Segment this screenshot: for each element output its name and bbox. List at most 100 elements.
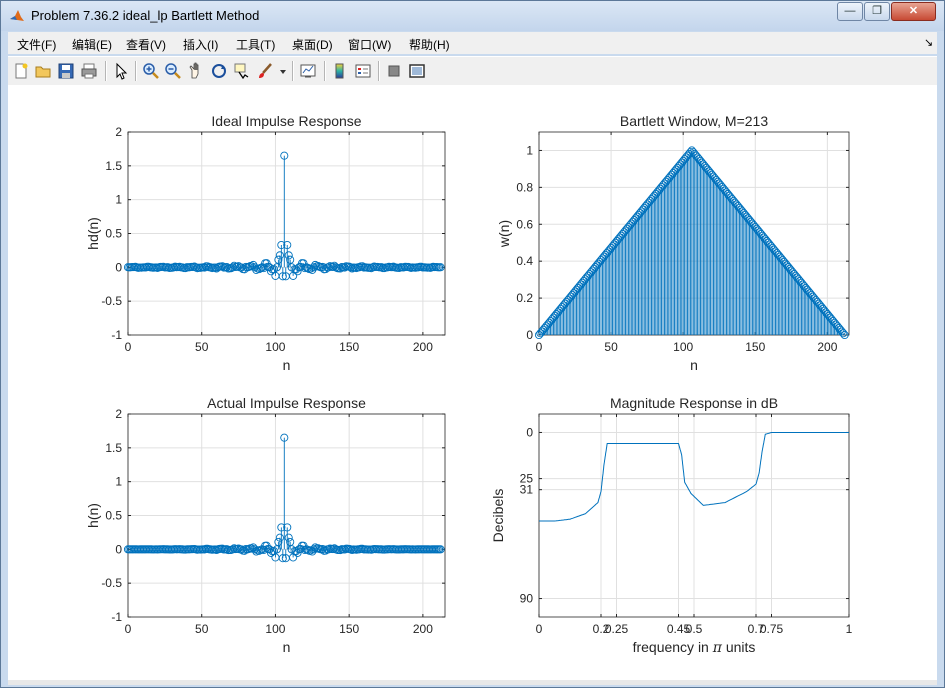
chart-title: Magnitude Response in dB [610,395,778,411]
brush-icon[interactable] [257,62,275,80]
stem-marker [328,262,337,271]
axes-box [538,131,850,336]
legend-icon[interactable] [354,62,372,80]
stem-marker [275,251,284,260]
x-tick-label: 200 [413,622,433,636]
y-tick-label: 0 [526,328,533,342]
figure-toolbar [8,56,937,86]
y-tick-label: 31 [520,483,534,497]
stem-marker [300,264,309,273]
menu-desktop[interactable]: 桌面(D) [292,38,333,52]
menu-dock-arrow-icon[interactable]: ↘ [924,37,934,49]
x-tick-label: 50 [195,340,209,354]
y-tick-label: 0.5 [105,509,122,523]
stem-marker [227,264,236,273]
y-tick-label: 0 [115,260,122,274]
brush-dropdown-icon[interactable] [278,62,288,80]
stem-marker [259,264,268,273]
subplot-2: 0 50 100 150 200 0 0.2 0.4 0.6 0.8 1 Bartlett Windo… [496,113,850,373]
title-bar[interactable]: Problem 7.36.2 ideal_lp Bartlett Method … [1,1,944,31]
x-axis-label-prefix: frequency in [633,639,713,655]
menu-help[interactable]: 帮助(H) [409,38,450,52]
x-tick-label: 200 [413,340,433,354]
matlab-logo-icon [10,10,24,21]
restore-button[interactable]: ❐ [864,2,890,21]
subplot-3: 0 50 100 150 200 -1 -0.5 0 0.5 1 1.5 2 Actual Impuls… [85,395,446,655]
x-tick-label: 0 [536,622,543,636]
minimize-button[interactable]: — [837,2,863,21]
open-icon[interactable] [34,62,52,80]
y-tick-label: 1 [115,193,122,207]
print-icon[interactable] [80,62,98,80]
y-tick-label: -1 [111,328,122,342]
stem-marker [839,329,848,338]
window-title: Problem 7.36.2 ideal_lp Bartlett Method [31,8,260,23]
x-tick-label: 0 [125,340,132,354]
rotate-icon[interactable] [210,62,228,80]
show-plot-tools-icon[interactable] [408,62,426,80]
x-tick-label: 100 [265,622,285,636]
y-axis-label: h(n) [85,503,101,528]
save-icon[interactable] [57,62,75,80]
x-tick-label: 0.2 [593,622,610,636]
subplot-1: 0 50 100 150 200 -1 -0.5 0 0.5 1 1.5 2 Ideal Impulse… [85,113,446,373]
y-tick-label: 0.4 [516,254,533,268]
stem-marker [303,263,312,273]
stem-marker [686,148,695,157]
toolbar-separator [135,61,137,81]
stem-marker [275,533,284,542]
chart-title: Ideal Impulse Response [211,113,361,129]
stem-marker [280,151,289,160]
x-axis-label: n [283,357,291,373]
axes-box [127,131,446,336]
stem-marker [259,545,268,555]
x-axis-label: n [690,357,698,373]
data-cursor-icon[interactable] [233,62,251,80]
stem-marker [283,240,292,250]
y-tick-label: 0 [526,425,533,439]
colorbar-icon[interactable] [331,62,349,80]
link-plot-icon[interactable] [299,62,317,80]
menu-view[interactable]: 查看(V) [126,38,166,52]
stem-marker [436,263,445,272]
menu-tools[interactable]: 工具(T) [236,38,276,52]
pan-icon[interactable] [187,62,205,80]
axes-box [127,413,446,618]
y-tick-label: 1.5 [105,159,122,173]
toolbar-separator [378,61,380,81]
hide-plot-tools-icon[interactable] [385,62,403,80]
stem-marker [244,544,253,554]
menu-edit[interactable]: 编辑(E) [72,38,112,52]
window-bottom-border [8,680,937,685]
stem-marker [293,267,302,276]
figure-canvas: 0 50 100 150 200 -1 -0.5 0 0.5 1 1.5 2 Ideal Impulse… [8,85,937,680]
y-tick-label: 2 [115,125,122,139]
toolbar-separator [292,61,294,81]
x-tick-label: 0 [125,622,132,636]
stem-marker [299,259,308,268]
x-tick-label: 0.7 [748,622,765,636]
menu-insert[interactable]: 插入(I) [183,38,219,52]
menu-file[interactable]: 文件(F) [17,38,57,52]
stem-marker [244,262,253,271]
stem-marker [249,543,258,552]
stem-marker [278,554,287,563]
stem-marker [277,240,286,250]
magnitude-line [539,432,849,522]
stem-marker [840,330,849,340]
x-tick-label: 100 [673,340,693,354]
y-axis-label: hd(n) [85,217,101,250]
chart-title: Bartlett Window, M=213 [620,113,768,129]
zoom-in-icon[interactable] [142,62,160,80]
zoom-out-icon[interactable] [164,62,182,80]
new-figure-icon[interactable] [12,62,30,80]
pointer-icon[interactable] [112,62,130,80]
stem-marker [284,251,293,260]
menu-window[interactable]: 窗口(W) [348,38,392,52]
x-tick-label: 0.25 [605,622,629,636]
stem-marker [286,255,295,264]
menu-bar: 文件(F) 编辑(E) 查看(V) 插入(I) 工具(T) 桌面(D) 窗口(W… [8,32,937,54]
close-button[interactable]: ✕ [891,2,936,21]
x-tick-label: 0.75 [760,622,784,636]
